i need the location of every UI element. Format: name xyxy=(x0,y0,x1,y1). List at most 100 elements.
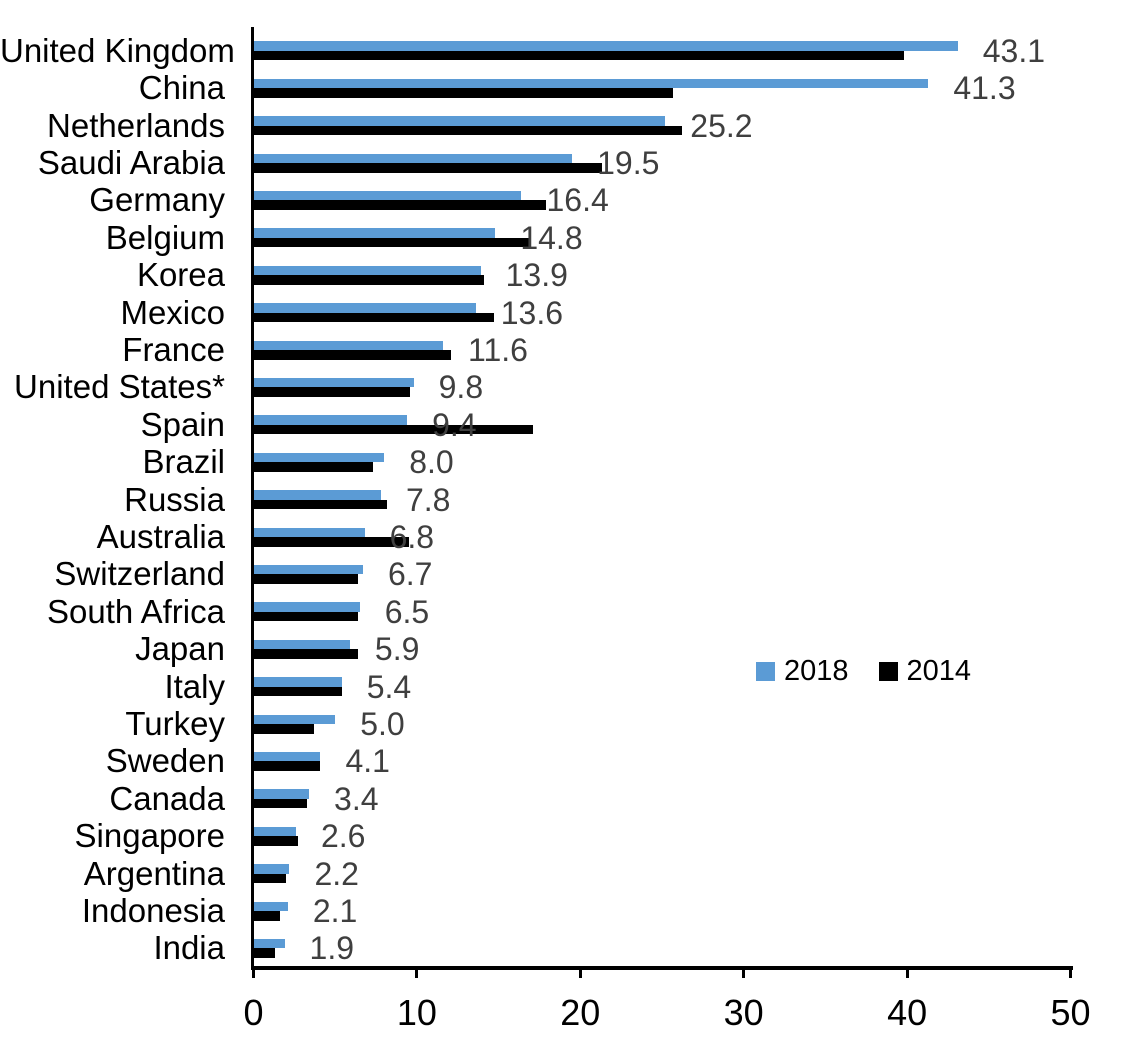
value-label-germany: 16.4 xyxy=(546,182,609,219)
category-label-italy: Italy xyxy=(164,667,225,705)
bar-2014-australia xyxy=(254,537,409,547)
legend-swatch-2014 xyxy=(878,661,898,681)
category-label-india: India xyxy=(153,929,225,967)
bar-2014-singapore xyxy=(254,836,298,846)
bar-2014-argentina xyxy=(254,873,287,884)
bar-2018-south-africa xyxy=(254,602,360,612)
bar-2018-brazil xyxy=(254,452,385,463)
value-label-russia: 7.8 xyxy=(405,481,451,518)
value-label-indonesia: 2.1 xyxy=(312,892,358,929)
bar-2014-united-kingdom xyxy=(254,50,904,61)
value-label-turkey: 5.0 xyxy=(360,705,405,742)
value-label-singapore: 2.6 xyxy=(320,818,366,855)
category-label-russia: Russia xyxy=(124,480,225,518)
legend-swatch-2018 xyxy=(756,661,775,681)
bar-2014-south-africa xyxy=(254,611,359,622)
category-label-indonesia: Indonesia xyxy=(81,891,225,929)
x-tick-50 xyxy=(1069,966,1072,978)
bar-2014-korea xyxy=(254,275,484,285)
value-label-argentina: 2.2 xyxy=(314,855,359,892)
value-label-canada: 3.4 xyxy=(334,780,379,817)
bar-2014-belgium xyxy=(254,237,532,248)
bar-2018-france xyxy=(254,340,444,350)
bar-2018-singapore xyxy=(254,826,296,837)
category-label-brazil: Brazil xyxy=(142,443,225,481)
bar-2018-united-states xyxy=(254,377,414,388)
category-label-argentina: Argentina xyxy=(83,854,225,892)
bar-2018-japan xyxy=(254,639,350,650)
bar-2014-turkey xyxy=(254,724,314,734)
legend-label-2018: 2018 xyxy=(784,655,849,687)
y-axis-line xyxy=(251,27,254,970)
bar-2014-united-states xyxy=(254,387,411,397)
category-label-mexico: Mexico xyxy=(120,293,225,331)
bar-2018-united-kingdom xyxy=(254,41,958,51)
bar-2014-germany xyxy=(254,200,546,210)
value-label-brazil: 8.0 xyxy=(409,444,454,481)
value-label-india: 1.9 xyxy=(309,930,355,967)
bar-2018-india xyxy=(254,938,285,949)
category-label-japan: Japan xyxy=(135,630,225,668)
value-label-south-africa: 6.5 xyxy=(384,593,430,630)
category-label-turkey: Turkey xyxy=(125,704,225,742)
bar-2018-china xyxy=(254,78,929,89)
bar-2018-mexico xyxy=(254,303,476,313)
x-tick-label-50: 50 xyxy=(1050,992,1091,1033)
value-label-italy: 5.4 xyxy=(366,668,412,705)
value-label-united-states: 9.8 xyxy=(438,369,484,406)
value-label-saudi-arabia: 19.5 xyxy=(597,144,660,181)
bar-2018-argentina xyxy=(254,864,290,874)
value-label-sweden: 4.1 xyxy=(345,743,390,780)
bar-2014-netherlands xyxy=(254,125,682,136)
legend-item-2014: 2014 xyxy=(878,655,972,687)
x-tick-40 xyxy=(905,966,909,978)
legend-item-2018: 2018 xyxy=(756,655,849,687)
bar-2018-germany xyxy=(254,190,522,201)
bar-2018-australia xyxy=(254,527,365,537)
x-axis-line xyxy=(251,966,1073,970)
bar-2018-sweden xyxy=(254,751,321,762)
category-label-france: France xyxy=(122,330,225,368)
value-label-united-kingdom: 43.1 xyxy=(982,32,1046,69)
category-label-australia: Australia xyxy=(96,517,225,555)
bar-2014-sweden xyxy=(254,761,321,771)
bar-2014-china xyxy=(254,88,674,98)
x-tick-20 xyxy=(578,966,582,978)
x-tick-label-20: 20 xyxy=(560,992,601,1033)
legend: 2018 2014 xyxy=(756,655,971,687)
bar-2014-indonesia xyxy=(254,911,280,921)
category-label-switzerland: Switzerland xyxy=(54,555,225,593)
category-label-south-africa: South Africa xyxy=(47,592,225,630)
value-label-mexico: 13.6 xyxy=(500,294,563,331)
x-tick-label-40: 40 xyxy=(887,992,928,1033)
category-label-germany: Germany xyxy=(89,181,225,219)
bar-2014-saudi-arabia xyxy=(254,163,602,173)
category-label-united-states: United States* xyxy=(14,368,225,406)
bar-2018-turkey xyxy=(254,714,336,724)
bar-2018-italy xyxy=(254,677,342,687)
category-label-sweden: Sweden xyxy=(105,742,225,780)
legend-label-2014: 2014 xyxy=(906,655,972,687)
x-tick-label-30: 30 xyxy=(723,992,764,1033)
bar-2018-switzerland xyxy=(254,564,363,575)
bar-2018-korea xyxy=(254,265,481,276)
bar-2014-italy xyxy=(254,686,342,697)
category-label-saudi-arabia: Saudi Arabia xyxy=(37,143,225,181)
value-label-france: 11.6 xyxy=(468,331,528,368)
bar-2014-russia xyxy=(254,499,388,510)
bar-2014-brazil xyxy=(254,462,373,472)
bar-2018-belgium xyxy=(254,228,496,238)
value-label-belgium: 14.8 xyxy=(520,219,583,256)
x-tick-0 xyxy=(252,966,255,978)
category-label-china: China xyxy=(138,69,225,107)
bar-2014-india xyxy=(254,948,275,958)
category-label-korea: Korea xyxy=(136,256,225,294)
category-label-spain: Spain xyxy=(140,405,225,443)
bar-2018-saudi-arabia xyxy=(254,153,573,163)
x-tick-label-0: 0 xyxy=(243,992,264,1033)
bar-2018-russia xyxy=(254,490,381,500)
bar-2018-spain xyxy=(254,415,408,425)
category-label-netherlands: Netherlands xyxy=(47,106,225,144)
value-label-australia: 6.8 xyxy=(389,518,435,555)
value-label-china: 41.3 xyxy=(953,70,1016,107)
